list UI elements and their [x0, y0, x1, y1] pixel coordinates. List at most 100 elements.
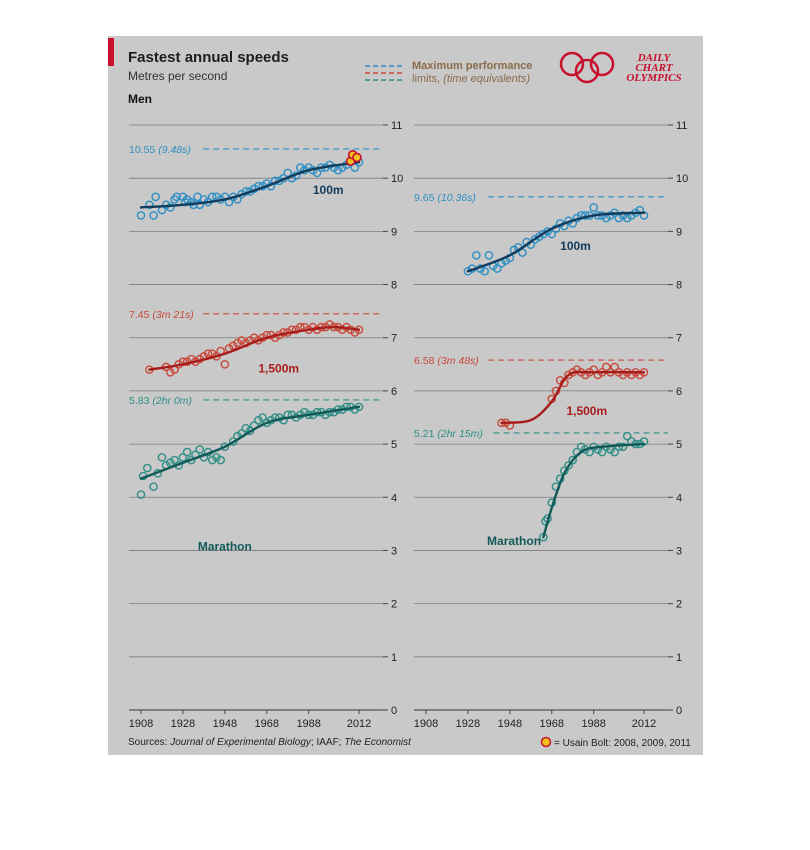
limit-time-women-1500m: (3m 48s) [437, 355, 478, 367]
logo-line-3: OLYMPICS [626, 72, 681, 84]
limit-label-men-1500m: 7.45 (3m 21s) [129, 309, 194, 321]
x-tick-label-women-1908: 1908 [414, 718, 438, 730]
bolt-legend-text: = Usain Bolt: 2008, 2009, 2011 [554, 738, 691, 749]
y-tick-label-women-7: 7 [676, 333, 682, 345]
point-men-marathon-1928 [178, 453, 188, 462]
y-tick-label-men-3: 3 [391, 545, 397, 557]
y-tick-label-women-1: 1 [676, 652, 682, 664]
chart-title: Fastest annual speeds [128, 49, 289, 66]
y-tick-label-men-4: 4 [391, 492, 397, 504]
bolt-point-2011 [352, 152, 362, 163]
x-axis-men: 1908 1928 1948 1968 1988 2012 [129, 710, 371, 730]
limit-time-men-100m: (9.48s) [158, 144, 191, 156]
fit-line-women-marathon [542, 442, 646, 539]
point-women-100m-1938 [484, 250, 494, 260]
y-tick-label-men-9: 9 [391, 226, 397, 238]
series-label-women-100m: 100m [560, 239, 591, 253]
point-men-100m-1908 [136, 211, 146, 220]
point-women-100m-1988 [589, 203, 598, 212]
y-tick-label-men-7: 7 [391, 333, 397, 345]
x-tick-label-women-2012: 2012 [632, 718, 656, 730]
limit-value-women-marathon: 5.21 [414, 428, 437, 440]
point-men-marathon-1911 [142, 463, 152, 473]
y-tick-label-men-1: 1 [391, 652, 397, 664]
y-tick-label-men-6: 6 [391, 386, 397, 398]
x-tick-label-men-1928: 1928 [171, 718, 195, 730]
chart-subtitle: Metres per second [128, 69, 227, 83]
series-label-women-1500m: 1,500m [566, 404, 607, 418]
legend-subtitle-a: limits, [412, 73, 443, 85]
legend-title: Maximum performance [412, 60, 532, 72]
point-men-100m-1912 [145, 200, 154, 210]
y-tick-label-women-11: 11 [676, 120, 687, 132]
y-tick-label-women-4: 4 [676, 492, 682, 504]
fit-line-men-1500m [148, 325, 361, 371]
point-men-marathon-2006 [342, 402, 351, 412]
panel-women: 9.65 (10.36s) 100m 6.58 (3m 48s) 1,500m 5.21… [414, 124, 668, 711]
point-women-100m-1932 [472, 250, 481, 260]
y-tick-label-women-8: 8 [676, 280, 682, 292]
limit-value-women-100m: 9.65 [414, 192, 437, 204]
y-tick-label-men-11: 11 [391, 120, 402, 132]
limit-label-women-1500m: 6.58 (3m 48s) [414, 355, 479, 367]
point-men-marathon-1936 [195, 445, 204, 454]
limit-value-men-100m: 10.55 [129, 144, 158, 156]
point-women-1500m-1994 [601, 362, 611, 372]
y-tick-label-men-8: 8 [391, 280, 397, 292]
x-tick-label-men-1948: 1948 [213, 718, 237, 730]
sources-iaaf: ; IAAF; [311, 737, 344, 748]
y-tick-label-men-2: 2 [391, 599, 397, 611]
series-label-men-100m: 100m [313, 183, 344, 197]
limit-time-men-1500m: (3m 21s) [152, 309, 193, 321]
x-tick-label-men-2012: 2012 [347, 718, 371, 730]
y-tick-label-women-2: 2 [676, 599, 682, 611]
point-women-marathon-1976 [564, 461, 573, 470]
point-women-marathon-1998 [610, 447, 619, 457]
series-label-men-marathon: Marathon [198, 539, 252, 553]
x-tick-label-women-1988: 1988 [581, 718, 605, 730]
limit-label-men-100m: 10.55 (9.48s) [129, 144, 191, 156]
y-axis-center: 0 1 2 3 4 5 6 7 8 9 10 11 0 1 2 3 4 5 6 7 8 9 10 11 [383, 120, 688, 717]
legend-subtitle: limits, (time equivalents) [412, 73, 530, 85]
point-men-100m-1914 [149, 211, 158, 220]
olympic-ring-2 [574, 58, 600, 84]
sources-journal: Journal of Experimental Biology [169, 737, 312, 748]
logo-line-2: CHART [635, 62, 674, 74]
panel-men: 10.55 (9.48s) 100m 7.45 (3m 21s) 1,500m 5.83… [129, 124, 383, 711]
fit-line-women-100m [466, 211, 646, 273]
point-men-marathon-1946 [216, 455, 225, 465]
point-men-marathon-1914 [149, 482, 158, 491]
point-women-marathon-1992 [597, 447, 607, 457]
x-tick-label-men-1968: 1968 [255, 718, 279, 730]
y-tick-label-women-0: 0 [676, 705, 682, 717]
point-women-100m-1942 [492, 264, 502, 273]
point-women-marathon-2004 [622, 431, 632, 441]
point-women-100m-1936 [480, 266, 489, 276]
olympic-ring-1 [559, 51, 585, 77]
fit-line-women-1500m [500, 370, 646, 425]
limit-value-men-1500m: 7.45 [129, 309, 152, 321]
limit-time-women-marathon: (2hr 15m) [437, 428, 483, 440]
limit-value-women-1500m: 6.58 [414, 355, 437, 367]
point-men-100m-1936 [195, 200, 204, 210]
x-tick-label-men-1908: 1908 [129, 718, 153, 730]
sources-prefix: Sources: [128, 737, 170, 748]
point-men-100m-1925 [172, 192, 181, 202]
point-men-marathon-1948 [220, 442, 230, 452]
fit-line-men-100m [139, 161, 361, 209]
logo-line-1: DAILY [637, 52, 672, 64]
point-men-1500m-1948 [220, 360, 230, 369]
legend-subtitle-b: (time equivalents) [443, 73, 530, 85]
red-accent-bar [108, 38, 114, 66]
point-women-marathon-1978 [568, 455, 578, 465]
point-women-marathon-2002 [618, 442, 628, 452]
limit-legend: Maximum performance limits, (time equiva… [365, 60, 532, 85]
limit-label-men-marathon: 5.83 (2hr 0m) [129, 395, 192, 407]
panel-label-men: Men [128, 92, 152, 106]
x-tick-label-women-1928: 1928 [456, 718, 480, 730]
point-women-1500m-1998 [610, 362, 619, 372]
point-men-marathon-1924 [170, 455, 179, 465]
fit-line-men-marathon [139, 405, 361, 480]
x-axis-women: 1908 1928 1948 1968 1988 2012 [414, 710, 656, 730]
series-label-women-marathon: Marathon [487, 534, 541, 548]
